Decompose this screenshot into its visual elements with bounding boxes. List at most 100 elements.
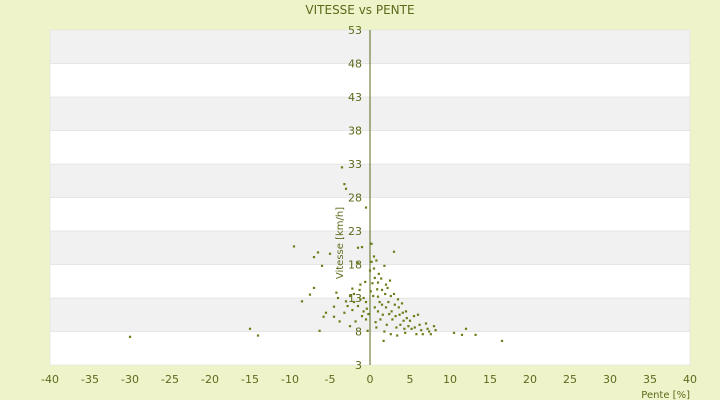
data-point (388, 312, 391, 316)
data-point (369, 290, 372, 293)
data-point (312, 256, 316, 259)
data-point (384, 292, 387, 296)
data-point (344, 300, 348, 303)
data-point (364, 318, 368, 321)
x-tick-label: -30 (121, 373, 139, 386)
data-point (351, 308, 354, 312)
data-point (390, 310, 393, 313)
data-point (322, 315, 325, 318)
data-point (393, 303, 396, 306)
data-point (378, 300, 381, 304)
data-point (364, 206, 368, 209)
y-tick-label: 3 (355, 359, 362, 372)
data-point (368, 269, 372, 272)
data-point (360, 314, 364, 318)
data-point (421, 333, 424, 336)
data-point (352, 300, 356, 304)
data-point (408, 319, 412, 322)
data-point (371, 282, 374, 285)
data-point (376, 288, 379, 291)
chart-title: VITESSE vs PENTE (305, 3, 415, 17)
x-tick-label: -25 (161, 373, 179, 386)
data-point (384, 306, 388, 309)
data-point (396, 298, 400, 301)
x-tick-label: -15 (241, 373, 259, 386)
x-tick-label: -10 (281, 373, 299, 386)
data-point (356, 246, 360, 249)
data-point (360, 245, 364, 249)
data-point (338, 320, 341, 323)
data-point (474, 333, 477, 336)
data-point (375, 259, 378, 262)
data-point (356, 262, 360, 265)
y-tick-label: 13 (348, 292, 362, 305)
data-point (348, 325, 352, 328)
data-point (365, 307, 368, 310)
data-point (373, 276, 376, 279)
data-point (401, 311, 404, 314)
data-point (402, 319, 405, 322)
x-tick-label: 35 (643, 373, 657, 386)
data-point (420, 329, 423, 332)
data-point (381, 313, 384, 316)
data-point (460, 333, 464, 336)
data-point (418, 323, 421, 326)
y-tick-label: 8 (355, 326, 362, 339)
data-point (376, 310, 380, 313)
data-point (346, 304, 349, 308)
data-point (412, 314, 416, 318)
data-point (372, 267, 376, 270)
x-tick-label: 25 (563, 373, 577, 386)
data-point (392, 250, 396, 253)
data-point (348, 294, 352, 298)
data-point (370, 260, 373, 263)
data-point (359, 283, 362, 286)
data-point (392, 292, 396, 296)
data-point (399, 323, 402, 326)
data-point (335, 291, 338, 294)
x-tick-label: -20 (201, 373, 219, 386)
data-point (328, 252, 332, 255)
data-point (387, 300, 390, 304)
data-point (432, 325, 436, 328)
data-point (500, 339, 504, 342)
data-point (380, 288, 384, 292)
data-point (429, 333, 432, 336)
data-point (366, 329, 369, 332)
data-point (380, 277, 383, 280)
data-point (397, 306, 400, 309)
x-tick-label: 10 (443, 373, 457, 386)
data-point (410, 327, 413, 330)
x-tick-label: 30 (603, 373, 617, 386)
data-point (372, 255, 376, 258)
data-point (405, 317, 408, 320)
data-point (394, 314, 397, 318)
data-point (324, 311, 328, 314)
data-point (376, 295, 380, 298)
data-point (340, 166, 344, 169)
data-point (359, 298, 362, 301)
data-point (400, 302, 404, 305)
data-point (332, 315, 336, 318)
data-point (292, 245, 296, 248)
data-point (398, 313, 401, 316)
data-point (352, 292, 356, 296)
data-point (374, 321, 377, 324)
data-point (416, 313, 420, 316)
data-point (428, 330, 431, 333)
data-point (415, 333, 418, 336)
data-point (354, 320, 357, 323)
data-point (424, 322, 428, 325)
data-point (395, 326, 398, 329)
y-tick-label: 23 (348, 225, 362, 238)
data-point (464, 327, 468, 330)
data-point (364, 280, 367, 284)
data-point (452, 331, 456, 334)
data-point (343, 311, 346, 314)
data-point (384, 283, 388, 286)
data-point (389, 294, 392, 298)
data-point (407, 325, 410, 328)
data-point (413, 326, 416, 329)
data-point (300, 300, 304, 303)
